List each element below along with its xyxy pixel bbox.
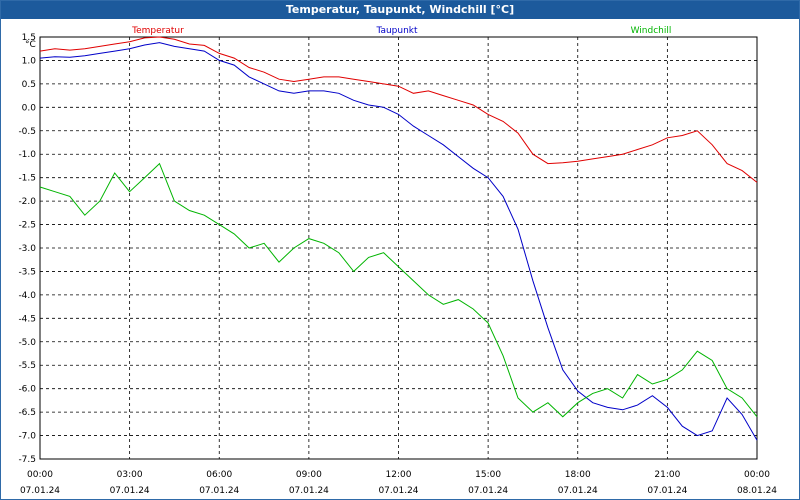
x-tick-time: 12:00	[386, 470, 412, 480]
x-tick-date: 08.01.24	[737, 486, 777, 496]
x-tick-date: 07.01.24	[20, 486, 60, 496]
x-tick-date: 07.01.24	[468, 486, 508, 496]
x-tick-date: 07.01.24	[378, 486, 418, 496]
series-line-temperatur	[39, 36, 758, 183]
y-axis-unit-label: °C	[25, 40, 36, 50]
y-tick-label: -2.5	[18, 221, 36, 231]
y-tick-label: -6.5	[18, 408, 36, 418]
y-tick-label: 0.0	[22, 103, 37, 113]
vertical-gridlines	[39, 37, 758, 459]
y-tick-label: -5.5	[18, 361, 36, 371]
y-tick-label: -2.0	[18, 197, 36, 207]
series-lines	[39, 36, 758, 441]
y-tick-label: -7.5	[18, 455, 36, 465]
series-line-windchill	[39, 162, 758, 418]
y-tick-label: -4.5	[18, 314, 36, 324]
legend-item-taupunkt: Taupunkt	[375, 26, 418, 36]
y-tick-label: -1.0	[18, 150, 36, 160]
y-tick-label: -5.0	[18, 338, 36, 348]
x-tick-time: 18:00	[565, 470, 591, 480]
y-tick-label: -3.5	[18, 267, 36, 277]
x-tick-date: 07.01.24	[110, 486, 150, 496]
y-tick-label: -3.0	[18, 244, 36, 254]
x-tick-time: 00:00	[744, 470, 770, 480]
y-tick-label: -6.0	[18, 385, 36, 395]
y-tick-label: -7.0	[18, 432, 36, 442]
x-tick-date: 07.01.24	[647, 486, 687, 496]
y-tick-label: -1.5	[18, 174, 36, 184]
x-tick-time: 15:00	[475, 470, 501, 480]
legend-item-windchill: Windchill	[631, 26, 672, 36]
x-tick-time: 00:00	[27, 470, 53, 480]
y-tick-label: 0.5	[22, 80, 36, 90]
plot-area	[39, 36, 758, 460]
y-tick-label: -0.5	[18, 127, 36, 137]
x-tick-date: 07.01.24	[289, 486, 329, 496]
chart-title: Temperatur, Taupunkt, Windchill [°C]	[1, 1, 799, 19]
x-tick-time: 21:00	[654, 470, 680, 480]
x-tick-time: 06:00	[206, 470, 232, 480]
y-tick-label: 1.5	[22, 33, 36, 43]
x-tick-date: 07.01.24	[199, 486, 239, 496]
y-tick-label: 1.0	[22, 56, 37, 66]
series-line-taupunkt	[39, 42, 758, 441]
x-tick-date: 07.01.24	[558, 486, 598, 496]
x-tick-time: 09:00	[296, 470, 322, 480]
x-tick-time: 03:00	[117, 470, 143, 480]
x-axis-tick-labels: 00:00 07.01.24 03:00 07.01.24 06:00 07.01.24 0…	[20, 470, 777, 496]
legend: Temperatur Taupunkt Windchill	[131, 26, 671, 36]
y-tick-label: -4.0	[18, 291, 36, 301]
legend-item-temperatur: Temperatur	[131, 26, 184, 36]
y-axis-tick-labels: 1.5 1.0 0.5 0.0 -0.5 -1.0 -1.5 -2.0 -2.5 -3.0 -3.5…	[18, 33, 36, 465]
